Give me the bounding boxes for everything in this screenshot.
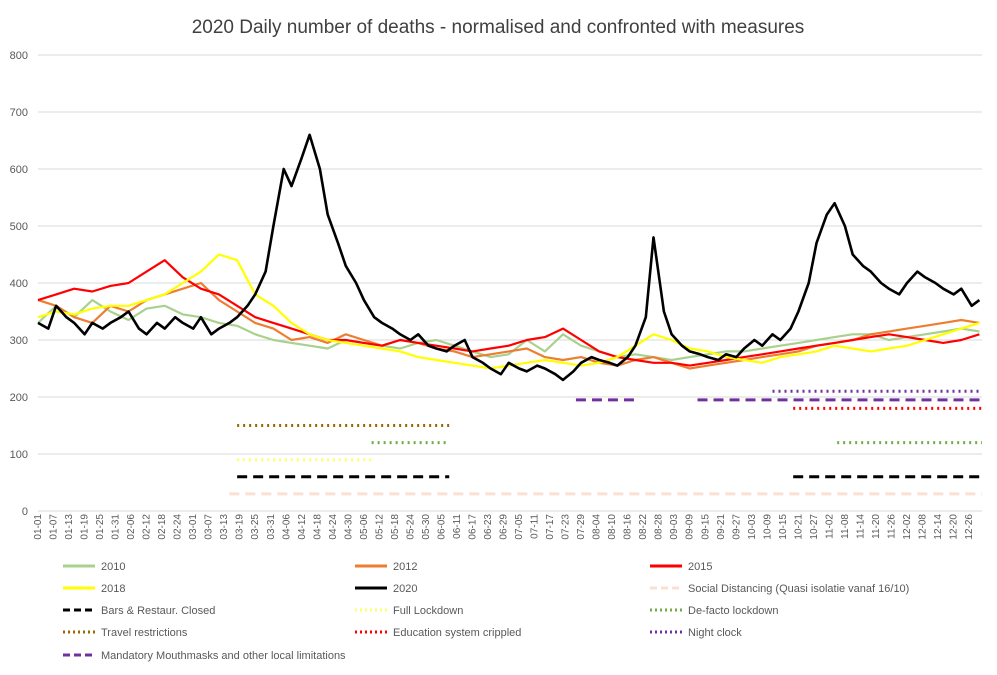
x-tick-label: 05-30	[421, 514, 432, 540]
x-tick-label: 12-20	[949, 514, 960, 540]
series-line-2015	[37, 259, 980, 367]
x-tick-label: 08-04	[592, 514, 603, 540]
legend-label: Social Distancing (Quasi isolatie vanaf …	[688, 583, 909, 595]
x-tick-label: 06-17	[467, 514, 478, 540]
x-tick-label: 12-26	[964, 514, 975, 540]
x-tick-label: 05-24	[405, 514, 416, 540]
x-tick-label: 11-02	[824, 514, 835, 539]
x-tick-label: 03-31	[266, 514, 277, 540]
y-tick-label: 800	[10, 50, 28, 62]
legend-label: Mandatory Mouthmasks and other local lim…	[101, 650, 346, 662]
x-tick-label: 02-18	[157, 514, 168, 540]
legend-label: De-facto lockdown	[688, 605, 779, 617]
x-tick-label: 11-26	[886, 514, 897, 539]
legend-label: 2012	[393, 561, 417, 573]
x-tick-label: 05-18	[390, 514, 401, 540]
y-tick-label: 300	[10, 335, 28, 347]
x-tick-label: 10-03	[747, 514, 758, 540]
x-tick-label: 08-10	[607, 514, 618, 540]
x-tick-label: 04-18	[312, 514, 323, 540]
legend-label: 2020	[393, 583, 417, 595]
x-tick-label: 09-15	[700, 514, 711, 540]
legend-label: Bars & Restaur. Closed	[101, 605, 215, 617]
x-tick-label: 07-17	[545, 514, 556, 540]
x-tick-label: 04-12	[297, 514, 308, 540]
x-tick-label: 04-30	[343, 514, 354, 540]
y-tick-label: 100	[10, 449, 28, 461]
x-tick-label: 10-21	[793, 514, 804, 540]
x-tick-label: 04-24	[328, 514, 339, 540]
legend-label: Night clock	[688, 627, 742, 639]
x-tick-label: 08-28	[654, 514, 665, 540]
legend-label: 2015	[688, 561, 712, 573]
x-tick-label: 03-25	[250, 514, 261, 540]
x-tick-label: 06-05	[436, 514, 447, 540]
x-tick-label: 06-11	[452, 514, 463, 539]
x-tick-label: 01-25	[95, 514, 106, 540]
x-axis: 01-01 01-07 01-13 01-19 01-25 01-31 02-06 02-12…	[33, 514, 975, 540]
legend-label: 2018	[101, 583, 125, 595]
x-tick-label: 07-11	[530, 514, 541, 539]
x-tick-label: 09-03	[669, 514, 680, 540]
x-tick-label: 07-23	[561, 514, 572, 540]
chart-title: 2020 Daily number of deaths - normalised…	[192, 17, 805, 38]
x-tick-label: 02-12	[142, 514, 153, 540]
x-tick-label: 08-16	[623, 514, 634, 540]
legend-label: Education system crippled	[393, 627, 521, 639]
y-tick-label: 600	[10, 164, 28, 176]
x-tick-label: 02-24	[173, 514, 184, 540]
x-tick-label: 03-01	[188, 514, 199, 540]
x-tick-label: 03-13	[219, 514, 230, 540]
x-tick-label: 12-02	[902, 514, 913, 540]
grid	[38, 54, 982, 512]
x-tick-label: 10-15	[778, 514, 789, 540]
x-tick-label: 01-31	[111, 514, 122, 540]
x-tick-label: 09-09	[685, 514, 696, 540]
y-tick-label: 200	[10, 392, 28, 404]
x-tick-label: 10-27	[809, 514, 820, 540]
series	[37, 133, 981, 382]
x-tick-label: 07-29	[576, 514, 587, 540]
x-tick-label: 12-14	[933, 514, 944, 540]
x-tick-label: 06-23	[483, 514, 494, 540]
legend-label: Full Lockdown	[393, 605, 463, 617]
x-tick-label: 12-08	[918, 514, 929, 540]
x-tick-label: 09-27	[731, 514, 742, 540]
x-tick-label: 02-06	[126, 514, 137, 540]
y-axis: 0 100 200 300 400 500 600 700 800	[10, 50, 28, 518]
measures	[229, 389, 982, 496]
y-tick-label: 500	[10, 221, 28, 233]
x-tick-label: 10-09	[762, 514, 773, 540]
x-tick-label: 11-08	[840, 514, 851, 539]
series-line-2012	[37, 281, 980, 370]
x-tick-label: 04-06	[281, 514, 292, 540]
x-tick-label: 03-19	[235, 514, 246, 540]
x-tick-label: 01-13	[64, 514, 75, 540]
series-line-2018	[37, 253, 980, 370]
series-line-2020	[37, 133, 981, 382]
x-tick-label: 01-07	[49, 514, 60, 540]
legend-label: Travel restrictions	[101, 627, 188, 639]
x-tick-label: 01-19	[80, 514, 91, 540]
x-tick-label: 09-21	[716, 514, 727, 540]
x-tick-label: 06-29	[499, 514, 510, 540]
y-tick-label: 700	[10, 107, 28, 119]
x-tick-label: 08-22	[638, 514, 649, 540]
x-tick-label: 01-01	[33, 514, 44, 540]
x-tick-label: 05-12	[374, 514, 385, 540]
x-tick-label: 07-05	[514, 514, 525, 540]
x-tick-label: 05-06	[359, 514, 370, 540]
x-tick-label: 03-07	[204, 514, 215, 540]
y-tick-label: 0	[22, 506, 28, 518]
x-tick-label: 11-20	[871, 514, 882, 539]
y-tick-label: 400	[10, 278, 28, 290]
series-line-2010	[37, 299, 980, 362]
legend: 2010 2012 2015 2018 2020 Social Distancing (Q…	[63, 561, 909, 662]
x-tick-label: 11-14	[855, 514, 866, 539]
legend-label: 2010	[101, 561, 125, 573]
